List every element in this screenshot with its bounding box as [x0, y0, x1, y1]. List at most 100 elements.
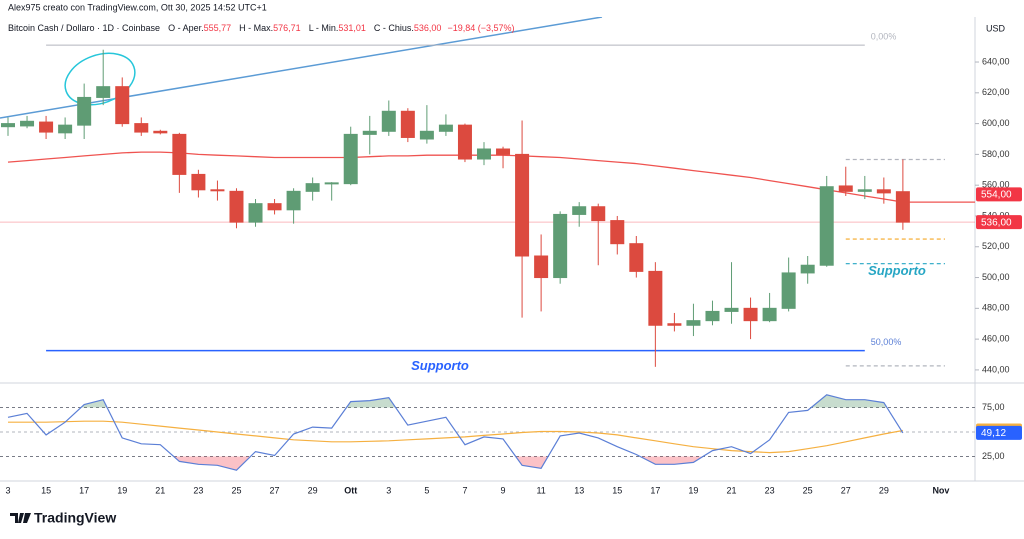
candle-body	[762, 307, 777, 322]
candle-body	[39, 121, 54, 133]
candle-body	[400, 110, 415, 138]
x-tick-label: 9	[501, 485, 506, 495]
candle-body	[724, 307, 739, 312]
candle-body	[419, 130, 434, 140]
annotation: Supporto	[411, 358, 469, 373]
price-tag	[976, 187, 1022, 202]
price-tag-label: 536,00	[981, 217, 1012, 228]
x-tick-label: 3	[5, 485, 10, 495]
candle-body	[153, 130, 168, 134]
y-tick-label: 640,00	[982, 56, 1010, 66]
x-tick-label: 29	[308, 485, 318, 495]
oversold-fill	[8, 456, 903, 471]
candle-body	[20, 120, 35, 127]
x-tick-label: 5	[424, 485, 429, 495]
candle-body	[229, 190, 244, 223]
candle-body	[96, 86, 111, 98]
x-tick-label: 13	[574, 485, 584, 495]
y-tick-label: 75,00	[982, 402, 1005, 412]
legend-value: 576,71	[273, 23, 301, 33]
candle-body	[686, 320, 701, 326]
trend-line	[0, 17, 603, 119]
x-tick-label: 19	[117, 485, 127, 495]
candle-body	[838, 185, 853, 192]
legend-label: O - Aper.	[168, 23, 204, 33]
x-tick-label: 21	[727, 485, 737, 495]
y-tick-label: 480,00	[982, 303, 1010, 313]
legend-label: L - Min.	[309, 23, 339, 33]
candle-body	[362, 130, 377, 135]
y-tick-label: 620,00	[982, 87, 1010, 97]
x-tick-label: 27	[841, 485, 851, 495]
price-tag	[976, 425, 1022, 440]
logo-icon	[10, 513, 31, 523]
candle-body	[515, 153, 530, 257]
candle-body	[343, 133, 358, 185]
x-tick-label: 23	[193, 485, 203, 495]
x-tick-label: 17	[650, 485, 660, 495]
x-tick-label: 7	[462, 485, 467, 495]
y-tick-label: 440,00	[982, 364, 1010, 374]
candle-body	[553, 213, 568, 279]
candle-body	[648, 270, 663, 326]
logo-text: TradingView	[34, 510, 116, 526]
price-tag-label: 49,12	[981, 428, 1006, 439]
candle-body	[457, 124, 472, 160]
candle-body	[191, 173, 206, 191]
candle-body	[134, 123, 149, 133]
y-tick-label: 500,00	[982, 272, 1010, 282]
candle-body	[248, 203, 263, 223]
moving-average	[7, 151, 904, 203]
legend-value: 555,77	[204, 23, 232, 33]
x-tick-label: Ott	[344, 485, 357, 495]
candle-body	[591, 206, 606, 222]
candle-body	[629, 243, 644, 272]
legend-change: −19,84 (−3,57%)	[447, 23, 514, 33]
candle-body	[572, 206, 587, 215]
candle-body	[1, 123, 15, 128]
x-tick-label: 15	[41, 485, 51, 495]
highlight-ellipse	[64, 52, 136, 106]
chart-header: Bitcoin Cash / Dollaro · 1D · Coinbase O …	[8, 23, 515, 33]
candle-body	[172, 133, 187, 175]
candle-body	[876, 189, 891, 194]
candle-body	[77, 96, 92, 126]
candle-body	[286, 190, 301, 211]
y-tick-label: 600,00	[982, 118, 1010, 128]
candle-body	[210, 189, 225, 192]
candle-body	[534, 255, 549, 279]
x-tick-label: 17	[79, 485, 89, 495]
price-tag-label: 554,00	[981, 190, 1012, 201]
candle-body	[857, 189, 872, 192]
candle-body	[705, 310, 720, 322]
x-tick-label: 11	[536, 485, 545, 495]
logo: TradingView	[10, 510, 116, 526]
candle-body	[438, 124, 453, 132]
currency: USD	[986, 23, 1006, 33]
candle-body	[781, 272, 796, 309]
fib-label: 0,00%	[871, 31, 897, 41]
y-tick-label: 460,00	[982, 334, 1010, 344]
y-tick-label: 560,00	[982, 180, 1010, 190]
x-tick-label: 21	[155, 485, 165, 495]
candle-body	[58, 124, 73, 134]
candle-body	[895, 191, 910, 223]
legend-value: 531,01	[338, 23, 366, 33]
candle-body	[381, 110, 396, 132]
attribution: Alex975 creato con TradingView.com, Ott …	[8, 2, 267, 12]
x-tick-label: 25	[803, 485, 813, 495]
candle-body	[743, 307, 758, 322]
x-tick-label: 27	[270, 485, 280, 495]
x-tick-label: 3	[386, 485, 391, 495]
candle-body	[324, 182, 339, 185]
x-tick-label: Nov	[932, 485, 949, 495]
legend-label: H - Max.	[239, 23, 273, 33]
legend-label: C - Chius.	[374, 23, 414, 33]
x-tick-label: 19	[688, 485, 698, 495]
candle-body	[819, 186, 834, 266]
x-tick-label: 25	[231, 485, 241, 495]
legend-value: 536,00	[414, 23, 442, 33]
candle-body	[115, 86, 130, 125]
y-tick-label: 580,00	[982, 149, 1010, 159]
